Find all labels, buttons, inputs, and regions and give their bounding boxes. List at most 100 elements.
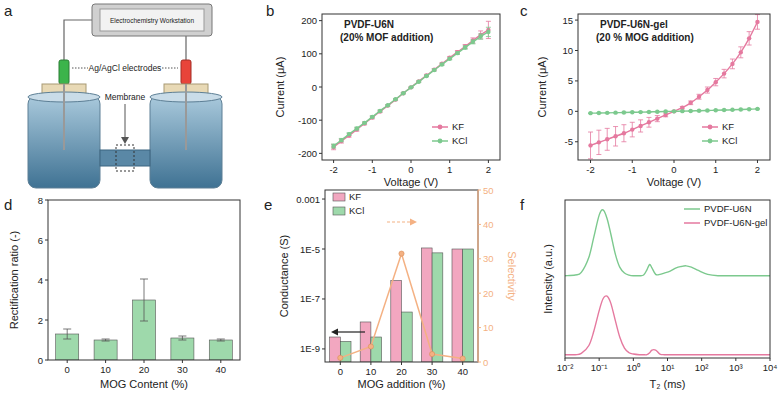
y-tick-label: 200 [301, 15, 317, 26]
error-cap [596, 130, 601, 131]
marker [331, 145, 335, 149]
marker [432, 68, 436, 72]
x-tick-label: -1 [628, 164, 636, 175]
tube [100, 150, 150, 166]
x-tick-label: 40 [457, 366, 468, 377]
x-tick [488, 160, 489, 163]
marker [722, 108, 726, 112]
figure: aElectrochemistry WorkstationMembraneAg/… [0, 0, 778, 397]
y-tick-label: 8 [38, 195, 43, 206]
y-tick-label: 4 [38, 275, 43, 286]
marker [409, 85, 413, 89]
plot-frame [578, 14, 770, 160]
error-cap [486, 38, 491, 39]
legend: KFKCl [702, 121, 737, 146]
panel-letter: f [520, 196, 525, 213]
x-tick-label: 10⁻¹ [591, 362, 608, 373]
plot-area [331, 21, 491, 149]
error-cap [102, 339, 110, 340]
marker [355, 126, 359, 130]
error-cap [486, 27, 491, 28]
marker [478, 34, 482, 38]
bar [209, 340, 232, 360]
marker [378, 109, 382, 113]
marker [455, 51, 459, 55]
legend: KFKCl [432, 121, 467, 146]
error-cap [605, 128, 610, 129]
y-tick [45, 280, 48, 281]
x-axis-label: Voltage (V) [647, 176, 701, 188]
series-line [565, 296, 770, 355]
marker [463, 44, 467, 48]
x-tick [715, 160, 716, 163]
marker [739, 107, 743, 111]
workstation [92, 4, 212, 36]
legend: KFKCl [333, 191, 364, 216]
y-tick [575, 111, 578, 112]
y-axis-label: Current (μA) [536, 57, 548, 118]
marker [378, 109, 382, 113]
error-cap [747, 31, 752, 32]
error-cap [722, 77, 727, 78]
y2-tick-label: 40 [483, 219, 494, 230]
x-tick-label: 10² [695, 362, 709, 373]
marker [622, 110, 626, 114]
error-cap [63, 329, 71, 330]
x-tick [565, 358, 566, 361]
error-bar [655, 116, 660, 122]
x-tick-label: 10³ [729, 362, 743, 373]
x-tick-label: 10 [366, 366, 377, 377]
y-tick [319, 153, 322, 154]
error-bar [455, 52, 460, 55]
marker [486, 30, 490, 34]
legend-marker [708, 125, 713, 130]
series-line [591, 22, 758, 145]
y-tick [319, 120, 322, 121]
error-bar [605, 128, 610, 150]
x-tick [735, 358, 736, 361]
y-tick-label: 100 [301, 48, 317, 59]
x-tick [333, 160, 334, 163]
error-cap [217, 339, 225, 340]
x-tick-label: 20 [396, 366, 407, 377]
marker [730, 108, 734, 112]
x-tick-label: 20 [139, 364, 150, 375]
error-cap [738, 46, 743, 47]
legend-marker [708, 139, 713, 144]
error-cap [470, 37, 475, 38]
marker [630, 110, 634, 114]
x-tick-label: 10⁰ [627, 362, 642, 373]
y2-tick-label: 0 [483, 357, 488, 368]
y-tick [575, 141, 578, 142]
x-tick-label: 1 [713, 164, 718, 175]
y2-tick-label: 20 [483, 288, 494, 299]
y-tick [322, 348, 325, 349]
pointer [72, 68, 88, 69]
y-axis-label: Rectification ratio (-) [8, 231, 20, 329]
error-cap [655, 115, 660, 116]
marker [355, 127, 359, 131]
error-cap [178, 336, 186, 337]
error-bar [486, 27, 491, 36]
x-tick [372, 160, 373, 163]
error-cap [217, 341, 225, 342]
marker [370, 115, 374, 119]
error-bar [755, 15, 760, 30]
y2-axis [477, 190, 478, 362]
y2-tick-label: 30 [483, 253, 494, 264]
marker [647, 120, 651, 124]
legend-marker [438, 139, 443, 144]
y-tick-label: -5 [565, 136, 573, 147]
electrode-rod [63, 84, 65, 150]
error-bar [178, 336, 186, 340]
error-bar [486, 21, 491, 38]
marker [362, 121, 366, 125]
marker [447, 56, 451, 60]
error-cap [178, 340, 186, 341]
error-cap [486, 21, 491, 22]
y-tick [575, 50, 578, 51]
error-cap [638, 132, 643, 133]
x-tick-label: 0 [671, 164, 676, 175]
y-tick [575, 80, 578, 81]
x-tick [770, 358, 771, 361]
